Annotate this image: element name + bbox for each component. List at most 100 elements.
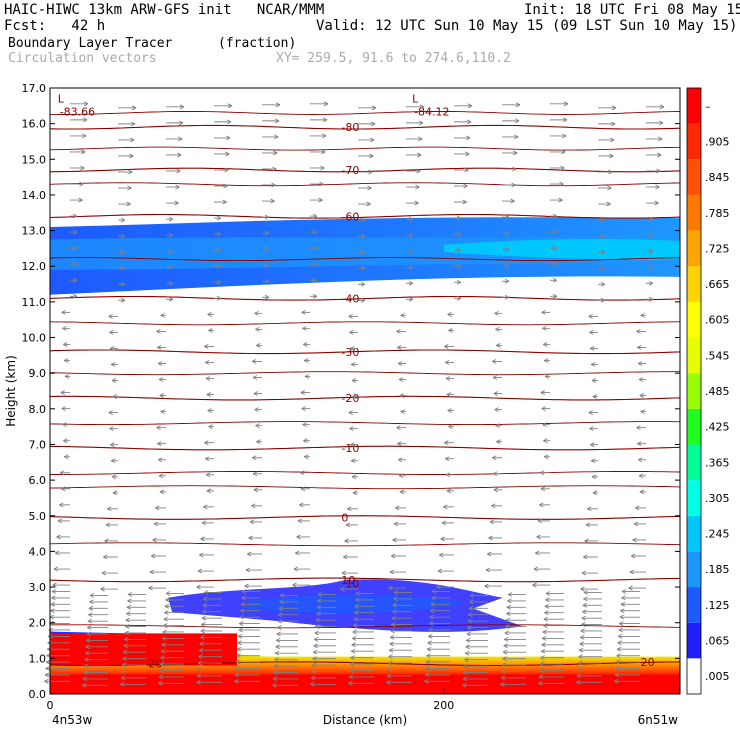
vector-head	[312, 245, 318, 251]
colorbar-swatch	[687, 123, 701, 160]
x-end-label: 6n51w	[638, 713, 679, 727]
vector-head	[254, 407, 259, 413]
vector-head	[165, 597, 170, 603]
vector-head	[208, 424, 213, 430]
vector-head	[120, 249, 126, 255]
vector-head	[61, 406, 66, 412]
vector-head	[51, 595, 56, 601]
tracer-boundary-core-left	[50, 633, 238, 666]
vector-head	[205, 376, 211, 381]
vector-head	[388, 654, 393, 660]
vector-head	[437, 568, 443, 574]
vector-head	[124, 630, 129, 636]
vector-head	[303, 358, 309, 363]
vector-head	[157, 441, 162, 447]
vector-head	[157, 345, 162, 350]
vector-head	[62, 325, 67, 331]
vector-head	[510, 198, 515, 204]
vector-head	[85, 637, 91, 643]
vector-head	[256, 439, 261, 445]
vector-head	[315, 617, 321, 623]
vector-head	[542, 422, 547, 428]
vector-head	[506, 611, 511, 617]
vector-head	[226, 119, 232, 125]
vector-head	[251, 455, 257, 461]
vector-head	[620, 608, 625, 614]
vector-head	[344, 538, 349, 544]
vector-head	[216, 295, 222, 301]
vector-head	[317, 598, 322, 604]
vector-head	[83, 101, 89, 107]
vector-head	[204, 344, 209, 349]
vector-head	[128, 169, 133, 175]
vector-head	[658, 120, 664, 126]
vector-head	[310, 675, 316, 681]
colorbar-swatch	[687, 301, 701, 338]
vector-head	[255, 326, 260, 332]
vector-head	[616, 653, 621, 659]
vector-head	[448, 424, 453, 430]
vector-head	[418, 120, 424, 126]
colorbar-swatch	[687, 551, 701, 588]
vector-head	[350, 346, 355, 351]
vector-head	[348, 680, 353, 686]
vector-head	[264, 278, 270, 284]
vector-head	[592, 490, 598, 496]
vector-head	[312, 293, 318, 299]
vector-head	[616, 646, 622, 652]
vector-head	[310, 681, 315, 687]
vector-head	[615, 666, 620, 671]
vector-head	[347, 506, 352, 512]
vector-head	[657, 152, 662, 158]
vector-head	[611, 105, 617, 111]
vector-head	[318, 197, 323, 203]
vector-head	[431, 589, 437, 594]
minimum-letter: L	[58, 92, 65, 105]
vector-head	[426, 653, 431, 659]
vector-head	[500, 681, 505, 687]
vector-head	[614, 678, 619, 684]
vector-head	[350, 648, 356, 654]
vector-head	[488, 535, 493, 541]
vector-head	[162, 629, 167, 635]
vector-head	[542, 629, 547, 635]
vector-head	[278, 605, 284, 611]
vector-head	[408, 248, 414, 254]
vector-head	[245, 567, 251, 573]
vector-head	[392, 537, 397, 543]
vector-head	[464, 650, 470, 656]
vector-head	[582, 554, 588, 560]
vector-head	[447, 408, 452, 414]
vector-head	[225, 135, 231, 141]
vector-head	[493, 487, 499, 493]
y-tick-label: 5.0	[29, 510, 47, 523]
vector-head	[175, 184, 180, 190]
vector-head	[86, 631, 91, 637]
vector-head	[158, 674, 164, 680]
vector-head	[552, 245, 558, 251]
vector-head	[542, 325, 547, 331]
vector-head	[52, 582, 57, 588]
isotherm-label: -40	[341, 292, 359, 305]
vector-head	[107, 506, 112, 512]
vector-head	[264, 230, 270, 236]
vector-head	[393, 596, 398, 602]
vector-head	[350, 655, 355, 661]
vector-head	[544, 374, 550, 379]
vector-head	[297, 518, 303, 524]
vector-head	[463, 663, 469, 669]
vector-head	[131, 105, 137, 111]
vector-head	[84, 650, 90, 656]
vector-head	[196, 679, 201, 685]
vector-head	[153, 521, 159, 527]
vector-head	[81, 133, 87, 139]
vector-head	[579, 634, 585, 640]
vector-head	[561, 149, 566, 155]
vector-head	[368, 169, 373, 175]
vector-head	[157, 361, 163, 366]
vector-head	[618, 627, 623, 633]
xy-text: XY= 259.5, 91.6 to 274.6,110.2	[276, 51, 511, 66]
vector-head	[223, 183, 228, 189]
colorbar-label: .725	[705, 242, 730, 255]
vector-head	[360, 233, 366, 239]
